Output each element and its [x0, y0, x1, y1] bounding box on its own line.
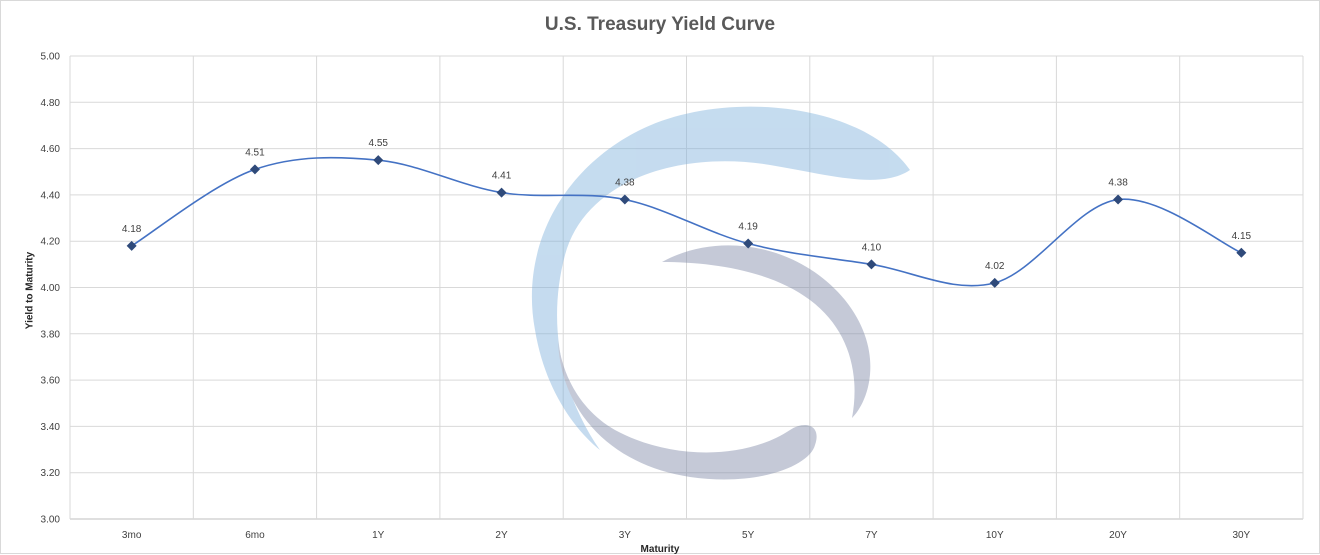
y-tick-label: 3.20	[41, 468, 61, 479]
y-tick-label: 4.40	[41, 190, 61, 201]
y-tick-label: 4.80	[41, 98, 61, 109]
data-markers	[126, 155, 1247, 288]
data-point	[743, 238, 754, 249]
y-tick-label: 5.00	[41, 52, 61, 63]
data-label: 4.51	[245, 147, 265, 158]
data-label: 4.19	[738, 222, 758, 233]
data-label: 4.18	[122, 224, 142, 235]
x-axis-ticks: 3mo 6mo 1Y 2Y 3Y 5Y 7Y 10Y 20Y 30Y	[122, 530, 1251, 541]
x-tick-label: 20Y	[1109, 530, 1127, 541]
x-tick-label: 5Y	[742, 530, 755, 541]
data-point	[989, 277, 1000, 288]
y-tick-label: 4.60	[41, 144, 61, 155]
y-tick-label: 3.80	[41, 329, 61, 340]
y-tick-label: 4.20	[41, 237, 61, 248]
data-point	[496, 187, 507, 198]
data-point	[619, 194, 630, 205]
data-point	[126, 240, 137, 251]
chart-title: U.S. Treasury Yield Curve	[544, 14, 776, 35]
data-point	[866, 259, 877, 270]
data-label: 4.15	[1232, 231, 1252, 242]
data-label: 4.02	[985, 261, 1005, 272]
data-labels: 4.18 4.51 4.55 4.41 4.38 4.19 4.10 4.02 4.38 4.15	[122, 138, 1252, 272]
watermark-logo	[531, 106, 910, 480]
x-tick-label: 2Y	[495, 530, 508, 541]
y-tick-label: 3.00	[41, 515, 61, 526]
x-tick-label: 3Y	[619, 530, 632, 541]
y-tick-label: 4.00	[41, 283, 61, 294]
data-point	[1236, 247, 1247, 258]
data-label: 4.55	[369, 138, 389, 149]
y-tick-label: 3.40	[41, 422, 61, 433]
data-label: 4.41	[492, 171, 512, 182]
x-tick-label: 30Y	[1232, 530, 1250, 541]
data-label: 4.10	[862, 242, 882, 253]
gridlines	[69, 55, 1304, 520]
data-label: 4.38	[1108, 178, 1128, 189]
x-tick-label: 3mo	[122, 530, 142, 541]
series-line	[131, 156, 1242, 287]
x-tick-label: 6mo	[245, 530, 265, 541]
data-point	[249, 164, 260, 175]
x-tick-label: 1Y	[372, 530, 385, 541]
x-axis-title: Maturity	[640, 544, 680, 555]
data-point	[1113, 194, 1124, 205]
y-tick-label: 3.60	[41, 376, 61, 387]
y-axis-ticks: 3.00 3.20 3.40 3.60 3.80 4.00 4.20 4.40 4.60 4.80…	[41, 52, 61, 526]
x-tick-label: 7Y	[865, 530, 878, 541]
data-label: 4.38	[615, 178, 635, 189]
data-point	[373, 155, 384, 166]
x-tick-label: 10Y	[986, 530, 1004, 541]
